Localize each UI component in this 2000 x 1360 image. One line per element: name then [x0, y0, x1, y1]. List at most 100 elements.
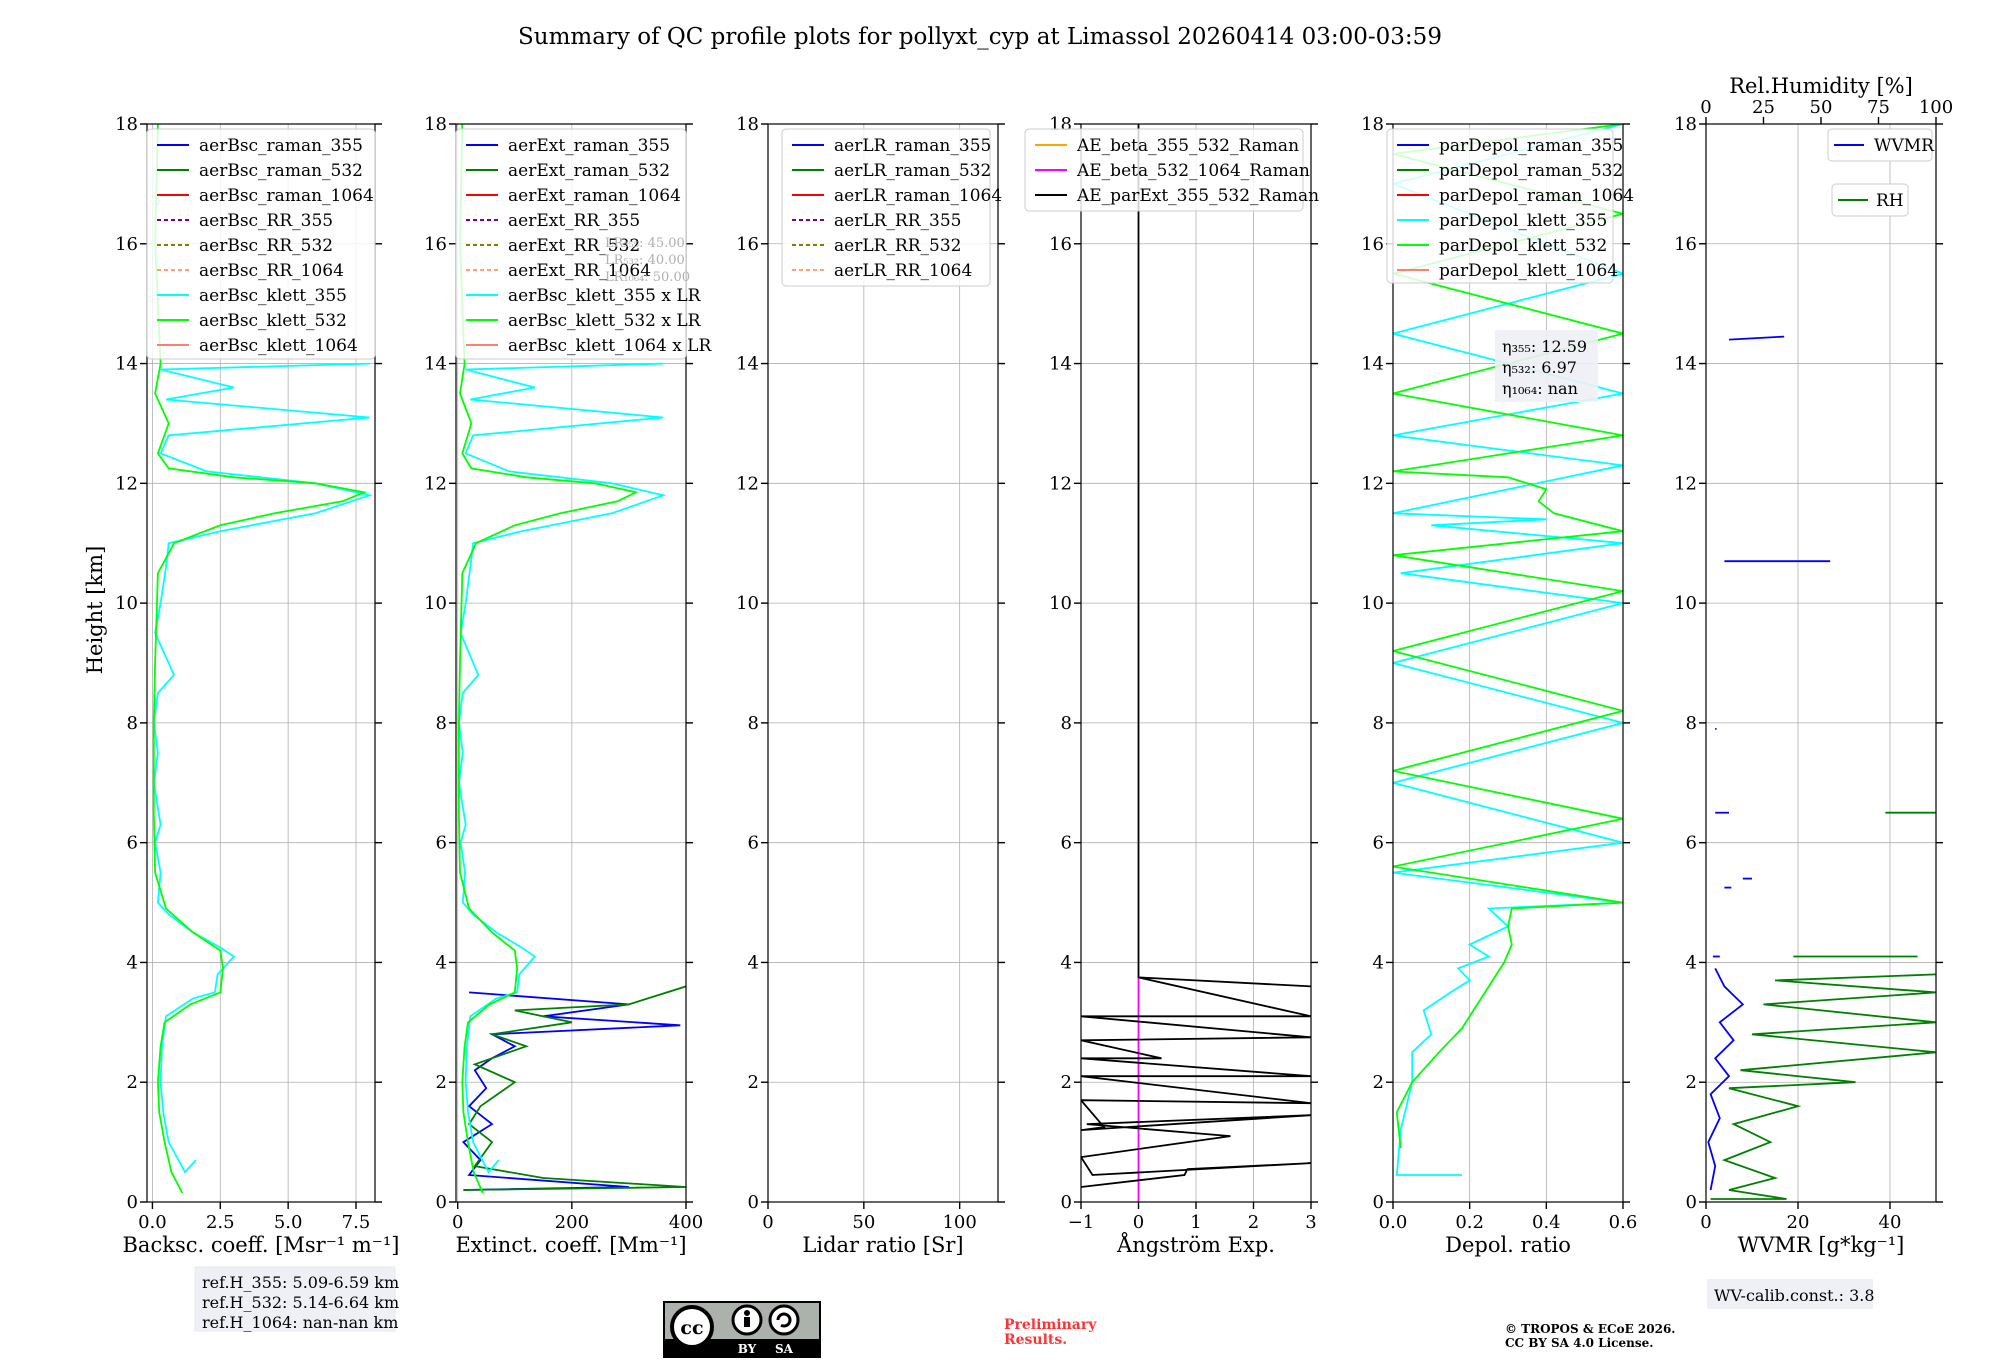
y-tick-label: 6: [436, 833, 447, 854]
top-x-tick-label: 75: [1867, 97, 1890, 118]
x-tick-label: 5.0: [274, 1212, 303, 1233]
legend-entry: aerBsc_RR_532: [199, 236, 333, 256]
wv-calib-constant: WV-calib.const.: 3.8: [1714, 1286, 1875, 1305]
legend-entry: parDepol_klett_355: [1439, 211, 1607, 231]
legend-entry: WVMR: [1874, 136, 1935, 156]
x-tick-label: 2.5: [206, 1212, 235, 1233]
cc-text: cc: [680, 1317, 703, 1339]
series-aerExt_raman_355: [461, 991, 681, 1191]
y-tick-label: 12: [736, 473, 759, 494]
x-axis-title: Extinct. coeff. [Mm⁻¹]: [455, 1233, 686, 1257]
legend-entry: aerExt_raman_532: [508, 161, 670, 181]
legend-entry: aerBsc_klett_355 x LR: [508, 286, 702, 306]
legend-box: [781, 128, 991, 287]
by-person-body: [744, 1317, 750, 1327]
sa-arrow-icon: [776, 1312, 792, 1328]
y-tick-label: 0: [127, 1192, 138, 1213]
y-tick-label: 4: [127, 952, 138, 973]
series-AE_parExt_355_532_Raman: [1081, 124, 1311, 1188]
legend-entry: aerLR_raman_532: [834, 161, 991, 181]
y-tick-label: 16: [1674, 234, 1697, 255]
y-tick-label: 6: [1686, 833, 1697, 854]
cc-icon: [670, 1305, 714, 1349]
x-tick-label: 50: [852, 1212, 875, 1233]
legend-entry: parDepol_raman_1064: [1439, 186, 1634, 206]
y-tick-label: 16: [1049, 234, 1072, 255]
series-group: [1393, 124, 1623, 1176]
y-tick-label: 14: [424, 354, 447, 375]
x-tick-label: 0.4: [1532, 1212, 1561, 1233]
y-tick-label: 10: [736, 593, 759, 614]
y-tick-label: 14: [1361, 354, 1384, 375]
series-WVMR: [1707, 967, 1745, 1191]
y-tick-label: 2: [748, 1072, 759, 1093]
legend-entry: aerBsc_RR_1064: [199, 261, 344, 281]
cc-license-badge: cc BY SA: [663, 1301, 821, 1358]
legend-box: [455, 128, 687, 360]
y-tick-label: 12: [424, 473, 447, 494]
y-tick-label: 6: [748, 833, 759, 854]
legend-entry: AE_beta_355_532_Raman: [1076, 136, 1299, 156]
legend-entry: aerExt_RR_532: [508, 236, 640, 256]
eta-value: η₁₀₆₄: nan: [1502, 379, 1578, 398]
y-tick-label: 2: [436, 1072, 447, 1093]
legend-entry: aerLR_raman_355: [834, 136, 991, 156]
x-tick-label: 0: [762, 1212, 773, 1233]
sa-share-alike-icon: [768, 1304, 800, 1336]
y-tick-label: 8: [127, 713, 138, 734]
top-x-tick-label: 50: [1810, 97, 1833, 118]
legend-entry: aerBsc_RR_355: [199, 211, 333, 231]
top-x-tick-label: 25: [1752, 97, 1775, 118]
legend-entry: parDepol_raman_355: [1439, 136, 1623, 156]
y-tick-label: 18: [424, 114, 447, 135]
legend-entry: aerBsc_raman_532: [199, 161, 363, 181]
y-tick-label: 2: [1373, 1072, 1384, 1093]
y-tick-label: 12: [1361, 473, 1384, 494]
y-tick-label: 4: [1061, 952, 1072, 973]
y-tick-label: 8: [436, 713, 447, 734]
legend-entry: aerExt_raman_1064: [508, 186, 681, 206]
y-tick-label: 12: [1674, 473, 1697, 494]
series-group: [1707, 335, 1936, 1200]
plot-frame: [455, 123, 687, 1203]
x-axis-title: Ångström Exp.: [1116, 1232, 1275, 1257]
y-tick-label: 10: [1361, 593, 1384, 614]
legend-entry: parDepol_raman_532: [1439, 161, 1623, 181]
legend-entry: aerLR_RR_1064: [834, 261, 972, 281]
legend-entry: parDepol_klett_1064: [1439, 261, 1618, 281]
x-tick-label: 0: [1133, 1212, 1144, 1233]
panel-depolarization: 0 2 4 6 8 10 12 14 16 18 0.0 0.2 0.4 0.6 Depol. ratio p…: [1361, 114, 1637, 1257]
y-tick-label: 18: [115, 114, 138, 135]
y-tick-label: 0: [1373, 1192, 1384, 1213]
copyright-line: © TROPOS & ECoE 2026.: [1505, 1322, 1675, 1336]
y-tick-label: 10: [424, 593, 447, 614]
y-tick-label: 0: [748, 1192, 759, 1213]
x-tick-label: 0.2: [1455, 1212, 1484, 1233]
lidar-ratio-value: LR₅₃₂: 40.00: [605, 253, 685, 268]
y-tick-label: 10: [115, 593, 138, 614]
legend-entry: aerBsc_klett_532: [199, 311, 347, 331]
legend-entry: aerBsc_raman_355: [199, 136, 363, 156]
x-tick-label: 40: [1879, 1212, 1902, 1233]
x-tick-label: −1: [1068, 1212, 1095, 1233]
y-tick-label: 8: [1686, 713, 1697, 734]
y-tick-label: 14: [115, 354, 138, 375]
y-tick-label: 0: [1061, 1192, 1072, 1213]
y-tick-label: 4: [1686, 952, 1697, 973]
series-aerBsc_klett_355 x LR: [457, 362, 667, 1174]
y-tick-label: 6: [127, 833, 138, 854]
y-tick-label: 4: [748, 952, 759, 973]
x-tick-label: 100: [942, 1212, 976, 1233]
x-tick-label: 0: [452, 1212, 463, 1233]
legend-entry: aerBsc_klett_532 x LR: [508, 311, 702, 331]
wv-calib-box: [1707, 1279, 1873, 1309]
y-tick-label: 2: [1686, 1072, 1697, 1093]
legend-entry: parDepol_klett_532: [1439, 236, 1607, 256]
eta-value: η₅₃₂: 6.97: [1502, 358, 1577, 377]
